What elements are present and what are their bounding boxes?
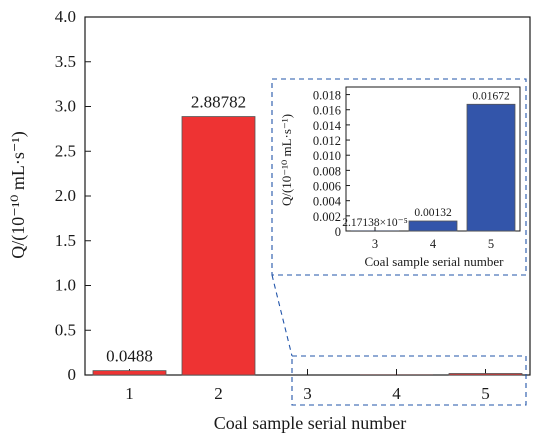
inset-y-tick-label: 0.010 xyxy=(313,149,341,163)
inset-y-tick-label: 0.006 xyxy=(313,180,341,194)
inset-y-tick-label: 0 xyxy=(335,225,341,239)
inset-data-labels: 2.17138×10⁻⁵ 0.00132 0.01672 xyxy=(342,90,510,229)
main-x-tick-label: 4 xyxy=(392,384,401,403)
main-y-axis-title: Q/(10⁻¹⁰ mL·s⁻¹) xyxy=(8,131,29,259)
zoom-indicator xyxy=(271,78,527,406)
inset-y-tick-label: 0.014 xyxy=(313,119,342,133)
inset-y-tick-label: 0.012 xyxy=(313,134,341,148)
main-y-tick-label: 1.0 xyxy=(55,276,76,295)
main-y-tick-label: 3.0 xyxy=(55,97,76,116)
main-y-tick-label: 3.5 xyxy=(55,52,76,71)
inset-y-axis-title: Q/(10⁻¹⁰ mL·s⁻¹) xyxy=(279,114,294,206)
inset-x-tick-label: 3 xyxy=(372,237,378,251)
inset-y-tick-label: 0.002 xyxy=(313,210,341,224)
main-x-tick-label: 1 xyxy=(125,384,134,403)
main-y-tick-label: 2.5 xyxy=(55,141,76,160)
main-x-tick-label: 5 xyxy=(481,384,490,403)
inset-y-tick-label: 0.018 xyxy=(313,89,341,103)
inset-bar-value-label: 0.01672 xyxy=(472,90,510,102)
main-x-tick-label: 3 xyxy=(303,384,312,403)
main-data-labels: 0.0488 2.88782 xyxy=(106,93,246,366)
zoom-region-dashed-box xyxy=(291,355,527,406)
inset-bar-value-label: 2.17138×10⁻⁵ xyxy=(342,217,407,229)
inset-bar-5 xyxy=(466,103,516,232)
inset-y-tick-label: 0.008 xyxy=(313,164,341,178)
main-y-axis: 0 0.5 1.0 1.5 2.0 2.5 3.0 3.5 4.0 xyxy=(55,7,91,384)
inset-y-tick-label: 0.016 xyxy=(313,104,341,118)
main-y-tick-label: 0.5 xyxy=(55,320,76,339)
inset-bars xyxy=(351,103,516,232)
main-bars xyxy=(92,116,523,376)
inset-y-tick-label: 0.004 xyxy=(313,195,342,209)
inset-dashed-box xyxy=(271,78,527,276)
zoom-connector-line xyxy=(271,274,293,357)
main-x-axis-title: Coal sample serial number xyxy=(214,413,406,433)
main-y-tick-label: 0 xyxy=(68,365,77,384)
main-x-tick-label: 2 xyxy=(214,384,223,403)
inset-bar-value-label: 0.00132 xyxy=(414,207,452,219)
main-x-axis: 1 2 3 4 5 xyxy=(125,369,490,403)
main-bar-value-label: 2.88782 xyxy=(191,93,246,112)
main-bar-5 xyxy=(448,373,523,376)
main-y-tick-label: 4.0 xyxy=(55,7,76,26)
inset-y-axis: 00.0020.0040.0060.0080.0100.0120.0140.01… xyxy=(313,89,350,239)
main-y-tick-label: 2.0 xyxy=(55,186,76,205)
inset-bar-4 xyxy=(408,220,458,232)
inset-x-tick-label: 5 xyxy=(488,237,494,251)
inset-x-axis-title: Coal sample serial number xyxy=(365,254,505,269)
main-bar-1 xyxy=(92,370,167,376)
main-bar-value-label: 0.0488 xyxy=(106,347,153,366)
main-bar-2 xyxy=(181,116,256,376)
main-y-tick-label: 1.5 xyxy=(55,231,76,250)
inset-x-tick-label: 4 xyxy=(430,237,437,251)
